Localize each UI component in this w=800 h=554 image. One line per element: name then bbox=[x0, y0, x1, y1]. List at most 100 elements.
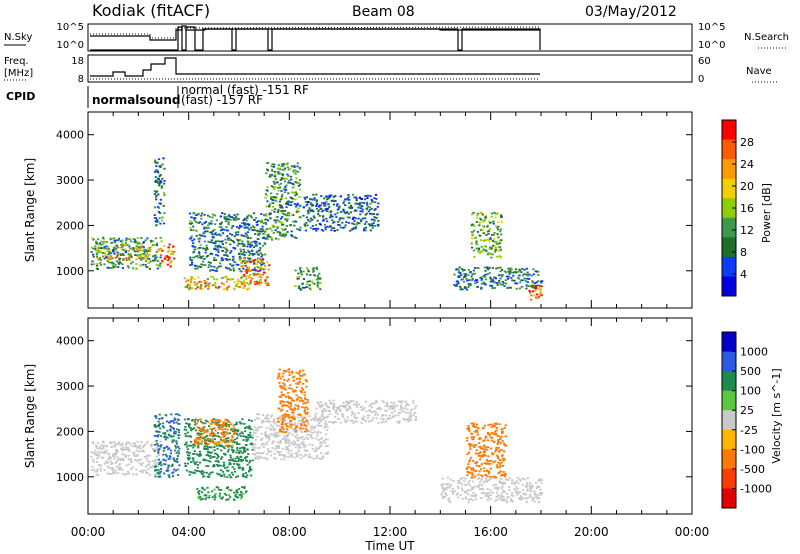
scatter-cell bbox=[489, 467, 492, 470]
scatter-cell bbox=[287, 168, 290, 171]
scatter-cell bbox=[210, 220, 213, 223]
scatter-cell bbox=[295, 209, 298, 212]
scatter-cell bbox=[140, 458, 143, 461]
scatter-cell bbox=[325, 208, 328, 210]
scatter-cell bbox=[305, 406, 308, 409]
scatter-cell bbox=[308, 453, 311, 456]
scatter-cell bbox=[129, 254, 132, 257]
scatter-cell bbox=[162, 426, 165, 429]
scatter-cell bbox=[201, 487, 204, 490]
scatter-cell bbox=[209, 269, 213, 272]
scatter-cell bbox=[237, 233, 240, 236]
scatter-cell bbox=[209, 438, 212, 440]
scatter-cell bbox=[198, 254, 201, 257]
scatter-cell bbox=[329, 421, 332, 423]
scatter-cell bbox=[196, 432, 199, 435]
scatter-cell bbox=[479, 250, 482, 253]
scatter-cell bbox=[245, 272, 248, 274]
scatter-cell bbox=[270, 229, 273, 232]
scatter-cell bbox=[259, 247, 262, 249]
scatter-cell bbox=[292, 214, 295, 216]
scatter-cell bbox=[366, 414, 370, 417]
scatter-cell bbox=[502, 465, 505, 467]
scatter-cell bbox=[298, 275, 301, 278]
scatter-cell bbox=[200, 281, 203, 283]
scatter-cell bbox=[369, 403, 372, 406]
scatter-cell bbox=[272, 418, 275, 421]
scatter-cell bbox=[97, 243, 100, 246]
scatter-cell bbox=[534, 481, 538, 484]
scatter-cell bbox=[209, 253, 212, 256]
scatter-cell bbox=[515, 485, 518, 488]
scatter-cell bbox=[494, 249, 498, 251]
scatter-cell bbox=[95, 473, 98, 476]
scatter-cell bbox=[212, 465, 215, 468]
scatter-cell bbox=[442, 487, 445, 490]
scatter-cell bbox=[228, 258, 231, 261]
scatter-cell bbox=[271, 205, 275, 208]
scatter-cell bbox=[496, 282, 499, 284]
scatter-cell bbox=[115, 260, 118, 263]
scatter-cell bbox=[118, 237, 121, 240]
scatter-cell bbox=[303, 438, 306, 440]
scatter-cell bbox=[414, 407, 417, 410]
scatter-cell bbox=[247, 270, 250, 272]
scatter-cell bbox=[190, 276, 193, 278]
scatter-cell bbox=[328, 413, 332, 415]
scatter-cell bbox=[309, 227, 312, 229]
scatter-cell bbox=[288, 371, 291, 374]
scatter-cell bbox=[92, 460, 95, 463]
scatter-cell bbox=[140, 258, 143, 261]
scatter-cell bbox=[109, 460, 112, 463]
scatter-cell bbox=[257, 238, 260, 240]
scatter-cell bbox=[315, 199, 318, 201]
scatter-cell bbox=[204, 498, 207, 501]
scatter-cell bbox=[184, 432, 187, 435]
scatter-cell bbox=[281, 216, 284, 218]
scatter-cell bbox=[240, 490, 243, 493]
scatter-cell bbox=[377, 422, 380, 425]
scatter-cell bbox=[493, 240, 496, 243]
scatter-cell bbox=[254, 240, 257, 243]
scatter-cell bbox=[250, 216, 253, 219]
scatter-cell bbox=[342, 405, 345, 407]
scatter-cell bbox=[360, 218, 363, 221]
scatter-cell bbox=[336, 412, 339, 415]
scatter-cell bbox=[208, 446, 211, 448]
scatter-cell bbox=[250, 428, 253, 431]
scatter-cell bbox=[389, 417, 392, 420]
scatter-cell bbox=[286, 166, 290, 169]
scatter-cell bbox=[478, 481, 481, 484]
scatter-cell bbox=[504, 279, 507, 281]
scatter-cell bbox=[139, 243, 142, 245]
scatter-cell bbox=[138, 255, 141, 258]
scatter-cell bbox=[224, 428, 227, 430]
scatter-cell bbox=[467, 427, 470, 429]
scatter-cell bbox=[332, 200, 336, 202]
scatter-cell bbox=[113, 445, 116, 448]
scatter-cell bbox=[369, 224, 372, 227]
scatter-cell bbox=[410, 419, 413, 422]
colorbar-segment bbox=[722, 178, 736, 199]
scatter-cell bbox=[484, 219, 487, 221]
scatter-cell bbox=[117, 443, 120, 446]
scatter-cell bbox=[277, 164, 280, 166]
scatter-cell bbox=[531, 499, 534, 502]
scatter-cell bbox=[517, 271, 520, 273]
scatter-cell bbox=[105, 445, 108, 448]
scatter-cell bbox=[290, 441, 293, 444]
scatter-cell bbox=[397, 400, 400, 403]
scatter-cell bbox=[291, 417, 294, 420]
scatter-cell bbox=[214, 223, 217, 226]
scatter-cell bbox=[243, 285, 246, 287]
scatter-cell bbox=[467, 286, 470, 288]
scatter-cell bbox=[231, 436, 234, 439]
scatter-cell bbox=[277, 189, 280, 192]
scatter-cell bbox=[294, 435, 297, 438]
scatter-cell bbox=[539, 291, 542, 294]
scatter-cell bbox=[306, 267, 309, 269]
scatter-cell bbox=[531, 283, 534, 286]
scatter-cell bbox=[228, 489, 231, 491]
scatter-cell bbox=[198, 429, 201, 432]
scatter-cell bbox=[248, 287, 251, 290]
